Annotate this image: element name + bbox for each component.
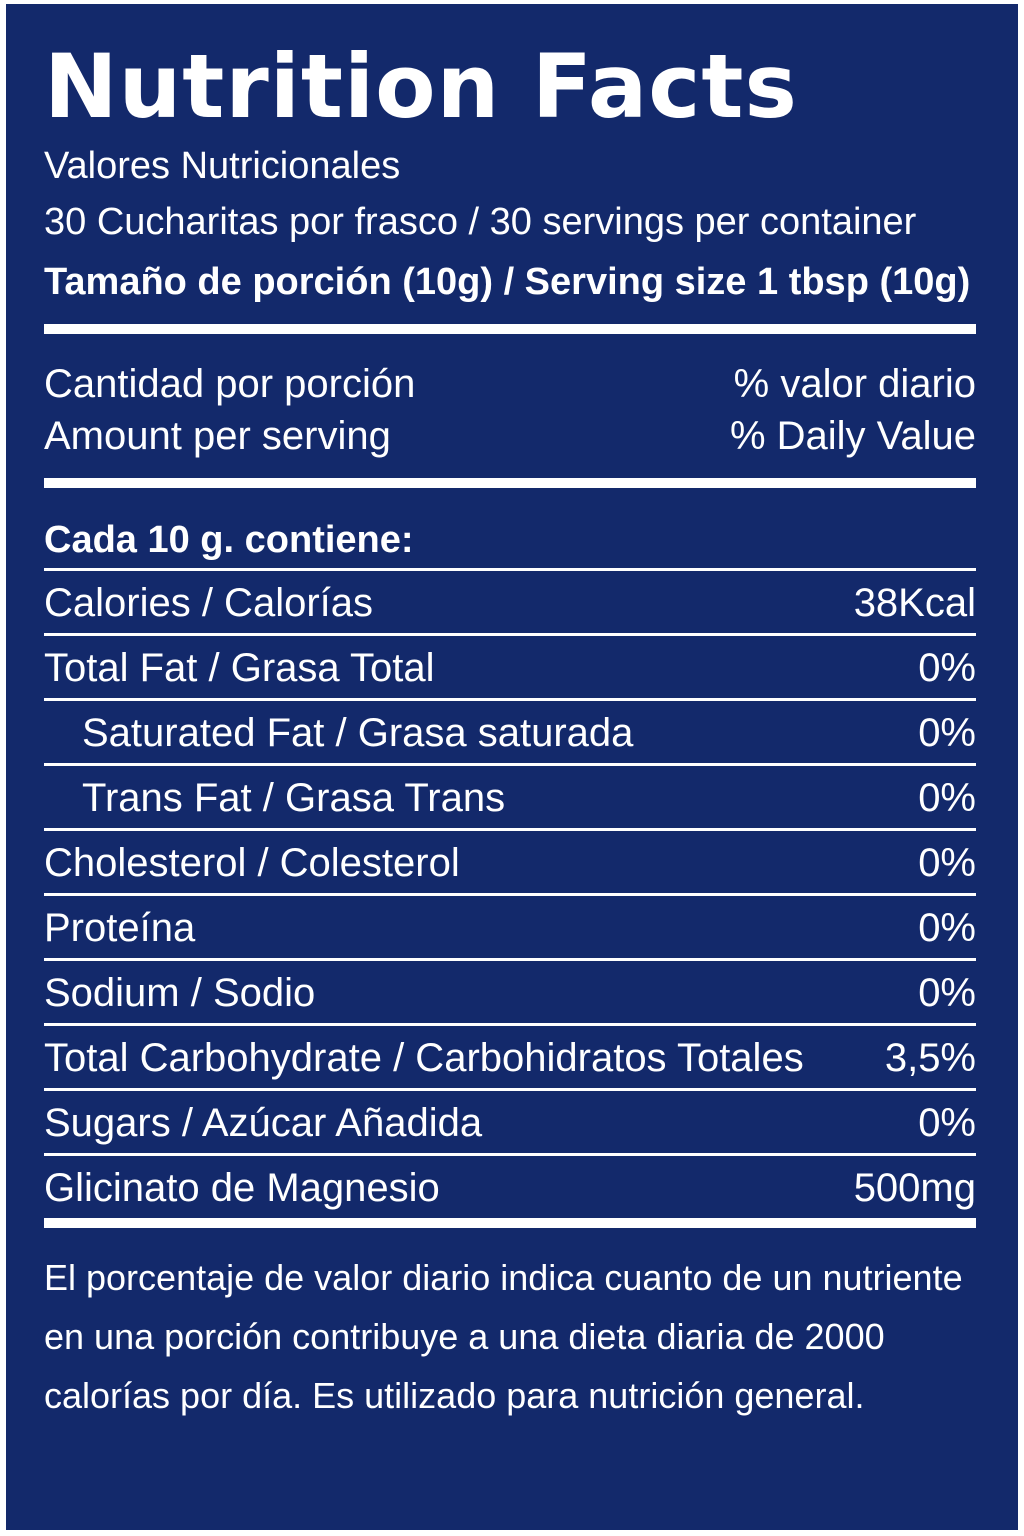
label-title: Nutrition Facts (44, 35, 798, 138)
nutrient-value: 0% (918, 1101, 976, 1145)
nutrient-row: Total Carbohydrate / Carbohidratos Total… (44, 1023, 976, 1088)
thick-divider-top (44, 324, 976, 334)
nutrient-name: Cholesterol / Colesterol (44, 841, 460, 885)
nutrition-label: Nutrition Facts Valores Nutricionales 30… (6, 4, 1018, 1530)
nutrient-row: Saturated Fat / Grasa saturada 0% (44, 698, 976, 763)
nutrient-value: 3,5% (884, 1036, 976, 1080)
nutrient-name: Calories / Calorías (44, 581, 374, 625)
nutrient-row: Sugars / Azúcar Añadida 0% (44, 1088, 976, 1153)
nutrient-value: 38Kcal (853, 581, 976, 625)
nutrient-name: Glicinato de Magnesio (44, 1166, 440, 1210)
thick-divider-middle (44, 478, 976, 488)
nutrient-row: Total Fat / Grasa Total 0% (44, 633, 976, 698)
thick-divider-bottom (44, 1218, 976, 1228)
nutrient-value: 0% (918, 711, 976, 755)
amount-per-serving-es: Cantidad por porción (44, 362, 416, 406)
nutrient-name: Sugars / Azúcar Añadida (44, 1101, 483, 1145)
footnote-line: en una porción contribuye a una dieta di… (44, 1316, 885, 1357)
nutrient-value: 500mg (853, 1166, 976, 1210)
nutrient-table: Calories / Calorías 38Kcal Total Fat / Gra… (44, 568, 976, 1218)
footnote: El porcentaje de valor diario indica cua… (44, 1248, 963, 1425)
serving-size: Tamaño de porción (10g) / Serving size 1… (44, 261, 971, 303)
nutrient-name: Proteína (44, 906, 196, 950)
nutrient-name: Total Fat / Grasa Total (44, 646, 435, 690)
nutrient-value: 0% (918, 971, 976, 1015)
nutrient-value: 0% (918, 646, 976, 690)
nutrient-name: Saturated Fat / Grasa saturada (82, 711, 634, 755)
nutrient-value: 0% (918, 776, 976, 820)
section-title: Cada 10 g. contiene: (44, 519, 414, 561)
footnote-line: calorías por día. Es utilizado para nutr… (44, 1375, 865, 1416)
nutrient-name: Sodium / Sodio (44, 971, 316, 1015)
nutrient-name: Trans Fat / Grasa Trans (82, 776, 506, 820)
nutrient-value: 0% (918, 906, 976, 950)
nutrient-row: Sodium / Sodio 0% (44, 958, 976, 1023)
footnote-line: El porcentaje de valor diario indica cua… (44, 1257, 963, 1298)
amount-per-serving-en: Amount per serving (44, 414, 391, 458)
label-subtitle: Valores Nutricionales (44, 145, 401, 187)
nutrient-row: Proteína 0% (44, 893, 976, 958)
nutrient-name: Total Carbohydrate / Carbohidratos Total… (44, 1036, 804, 1080)
nutrient-row: Calories / Calorías 38Kcal (44, 568, 976, 633)
daily-value-en: % Daily Value (729, 414, 976, 458)
nutrient-row: Glicinato de Magnesio 500mg (44, 1153, 976, 1218)
nutrient-value: 0% (918, 841, 976, 885)
nutrient-row: Trans Fat / Grasa Trans 0% (44, 763, 976, 828)
nutrient-row: Cholesterol / Colesterol 0% (44, 828, 976, 893)
daily-value-es: % valor diario (733, 362, 976, 406)
servings-per-container: 30 Cucharitas por frasco / 30 servings p… (44, 201, 917, 243)
